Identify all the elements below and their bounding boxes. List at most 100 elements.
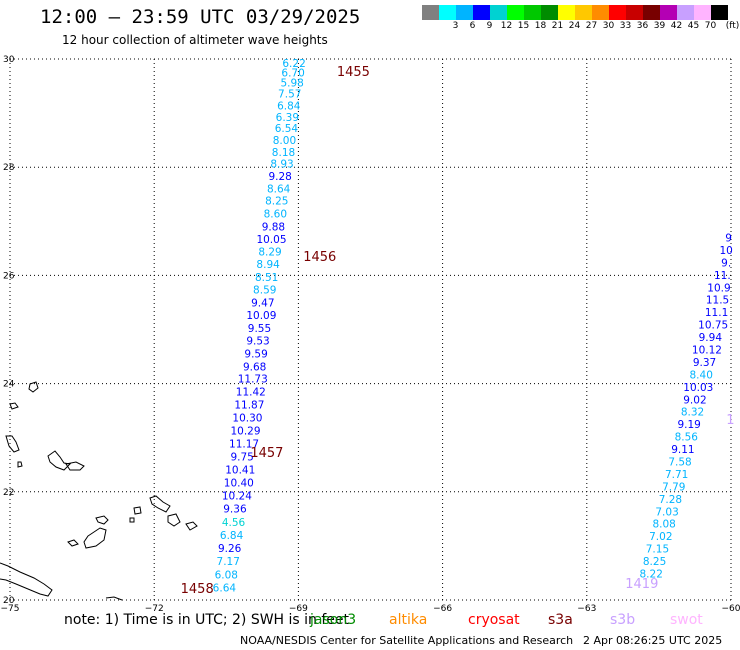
wave-height-value: 6.08 (215, 570, 238, 582)
wave-height-value: 9.11 (671, 444, 694, 456)
wave-height-value: 9.47 (251, 297, 274, 309)
island-inagua (83, 527, 107, 549)
wave-height-value: 10 (720, 245, 733, 257)
legend-swatch (524, 5, 541, 20)
legend-swatch (558, 5, 575, 20)
island-caicos (95, 515, 109, 525)
wave-height-value: 10.75 (698, 320, 728, 332)
coast-cuba (0, 562, 53, 597)
wave-height-value: 9.36 (223, 504, 247, 516)
wave-height-value: 9.26 (218, 543, 242, 555)
wave-height-value: 7.57 (278, 89, 301, 101)
legend-swatch (507, 5, 524, 20)
wave-height-value: 6.54 (275, 123, 299, 135)
wave-height-value: 8.08 (652, 519, 675, 531)
island-mayaguana (185, 521, 198, 531)
wave-height-value: 8.00 (273, 135, 296, 147)
wave-height-value: 8.60 (264, 209, 287, 221)
legend-label: 42 (670, 21, 683, 31)
wave-height-value: 10.30 (232, 413, 262, 425)
island-bahamas-6 (17, 461, 23, 468)
wave-height-value: 6.22 (282, 58, 305, 70)
legend-swatch (490, 5, 507, 20)
lon-tick-label: −75 (1, 604, 20, 614)
lat-tick-label: 22 (3, 488, 14, 498)
wave-height-value: 9. (721, 257, 731, 269)
map-title: 12:00 – 23:59 UTC 03/29/2025 (40, 6, 361, 28)
legend-swatch (592, 5, 609, 20)
wave-height-value: 10.12 (692, 345, 722, 357)
wave-height-value: 7.28 (659, 494, 682, 506)
island-bahamas-5 (65, 461, 85, 471)
wave-height-value: 9 (725, 233, 732, 245)
satellite-name: s3b (610, 612, 636, 628)
legend-label: 21 (551, 21, 564, 31)
satellite-name: s3a (548, 612, 573, 628)
wave-height-value: 10.03 (683, 382, 713, 394)
lon-tick-label: −60 (722, 604, 740, 614)
wave-height-value: 8.59 (253, 284, 276, 296)
lat-tick-label: 30 (3, 55, 15, 65)
legend-swatch (439, 5, 456, 20)
satellite-name: altika (389, 612, 428, 628)
wave-height-value: 6.70 (281, 68, 304, 80)
wave-height-value: 10.05 (256, 234, 286, 246)
wave-height-value: 5.98 (280, 77, 303, 89)
legend-label: 3 (452, 21, 459, 31)
pass-time-label: 1419 (625, 577, 658, 592)
pass-time-label: 1456 (303, 250, 336, 265)
wave-height-value: 7.71 (665, 469, 688, 481)
legend-swatch (660, 5, 677, 20)
legend-swatch (694, 5, 711, 20)
wave-height-value: 8.29 (258, 247, 281, 259)
wave-height-value: 9.19 (677, 419, 700, 431)
legend-label: 24 (568, 21, 581, 31)
wave-height-value: 6.39 (276, 112, 299, 124)
satellite-name: swot (670, 612, 703, 628)
satellite-name: jason3 (310, 612, 357, 628)
wave-height-value: 10.24 (222, 491, 252, 503)
legend-swatch (677, 5, 694, 20)
wave-height-value: 7.58 (668, 457, 691, 469)
footer-note: note: 1) Time is in UTC; 2) SWH is in fe… (64, 612, 350, 628)
legend-label: 45 (687, 21, 700, 31)
wave-height-value: 9.88 (262, 222, 285, 234)
wave-height-value: 10.40 (224, 478, 254, 490)
pass-time-label: 1 (726, 413, 734, 428)
legend-swatch (626, 5, 643, 20)
wave-height-value: 7.79 (662, 481, 685, 493)
legend-swatch (473, 5, 490, 20)
wave-height-value: 11.87 (234, 400, 264, 412)
wave-height-value: 9.55 (248, 323, 271, 335)
wave-height-value: 8.32 (681, 407, 704, 419)
wave-height-value: 11.42 (236, 387, 266, 399)
lon-tick-label: −63 (577, 604, 596, 614)
wave-height-value: 8.51 (255, 272, 278, 284)
wave-height-value: 8.25 (643, 556, 666, 568)
legend-label: 18 (534, 21, 547, 31)
wave-height-value: 7.03 (655, 506, 678, 518)
legend-label: 15 (517, 21, 530, 31)
legend-label: 6 (469, 21, 476, 31)
legend-swatch (643, 5, 660, 20)
lat-tick-label: 24 (3, 380, 15, 390)
graticule: −75 −72 −69 −66 −63 −60 20 22 24 26 28 30 (1, 55, 740, 614)
coast-hispaniola (105, 596, 123, 601)
legend-unit: (ft) (725, 21, 740, 31)
satellite-name: cryosat (468, 612, 520, 628)
wave-height-value: 9.75 (230, 452, 253, 464)
wave-height-value: 9.28 (268, 171, 291, 183)
pass-time-label: 1457 (250, 446, 283, 461)
lat-tick-label: 20 (3, 596, 15, 606)
wave-height-value: 8.56 (675, 432, 699, 444)
wave-height-value: 8.25 (265, 196, 288, 208)
island-bahamas-4 (47, 450, 72, 471)
island-bahamas-3 (5, 435, 20, 453)
legend-swatch (711, 5, 728, 20)
island-bahamas-1 (28, 381, 39, 393)
wave-height-value: 10.9 (707, 282, 730, 294)
wave-height-value: 6.64 (213, 583, 237, 595)
wave-height-value: 8.93 (270, 158, 293, 170)
legend-label: 70 (704, 21, 717, 31)
